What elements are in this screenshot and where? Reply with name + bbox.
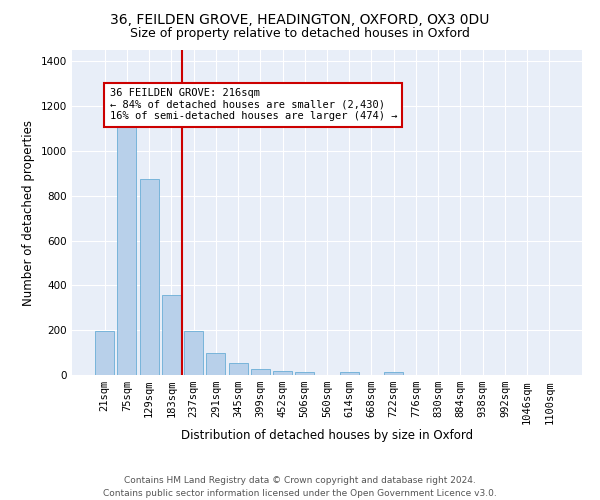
Bar: [295, 372, 314, 375]
Text: 36 FEILDEN GROVE: 216sqm
← 84% of detached houses are smaller (2,430)
16% of sem: 36 FEILDEN GROVE: 216sqm ← 84% of detach…: [110, 88, 397, 122]
Y-axis label: Number of detached properties: Number of detached properties: [22, 120, 35, 306]
Bar: [184, 332, 203, 375]
Bar: [206, 352, 225, 375]
Bar: [273, 370, 292, 375]
Bar: [140, 179, 158, 375]
Bar: [384, 372, 403, 375]
X-axis label: Distribution of detached houses by size in Oxford: Distribution of detached houses by size …: [181, 429, 473, 442]
Bar: [118, 122, 136, 375]
Text: 36, FEILDEN GROVE, HEADINGTON, OXFORD, OX3 0DU: 36, FEILDEN GROVE, HEADINGTON, OXFORD, O…: [110, 12, 490, 26]
Bar: [340, 372, 359, 375]
Bar: [162, 296, 181, 375]
Text: Contains HM Land Registry data © Crown copyright and database right 2024.
Contai: Contains HM Land Registry data © Crown c…: [103, 476, 497, 498]
Bar: [251, 370, 270, 375]
Bar: [95, 332, 114, 375]
Bar: [229, 362, 248, 375]
Text: Size of property relative to detached houses in Oxford: Size of property relative to detached ho…: [130, 28, 470, 40]
